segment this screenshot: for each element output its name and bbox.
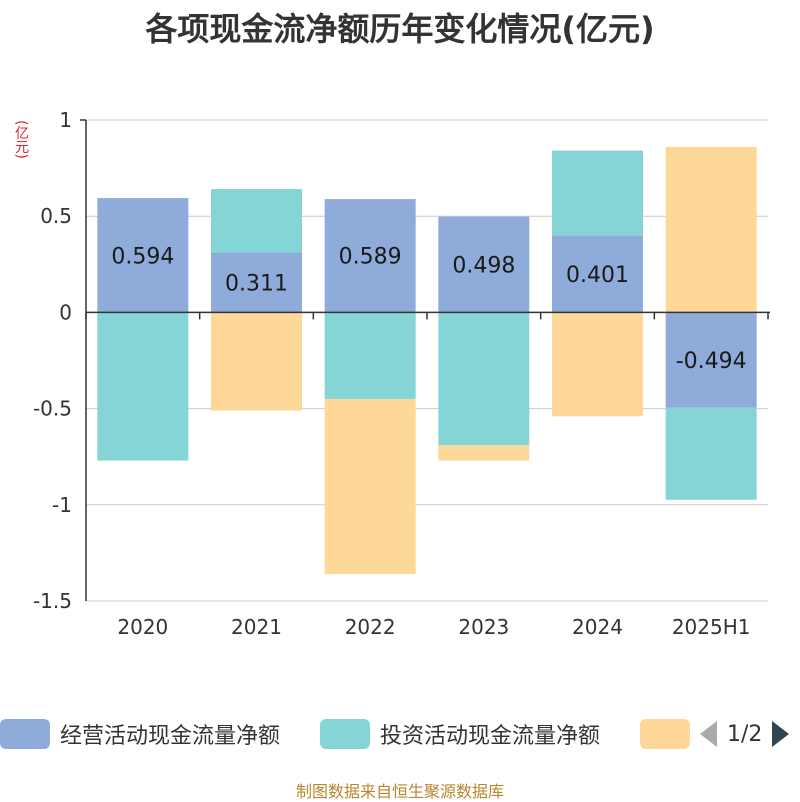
bar xyxy=(552,312,643,417)
bar xyxy=(438,216,530,313)
legend-label-investing: 投资活动现金流量净额 xyxy=(380,724,601,749)
bar xyxy=(97,312,189,461)
legend-swatch-investing xyxy=(320,719,370,749)
bar xyxy=(665,312,757,408)
y-tick-label: 0.5 xyxy=(40,204,72,228)
bar-value-label: 0.498 xyxy=(452,253,515,278)
bar xyxy=(324,199,416,313)
bar-value-label: 0.594 xyxy=(111,244,174,269)
bar xyxy=(665,146,757,313)
x-tick-label: 2023 xyxy=(458,615,509,639)
bar-value-label: 0.401 xyxy=(566,263,629,288)
bar xyxy=(211,252,302,313)
x-tick-label: 2021 xyxy=(231,615,282,639)
legend-item-financing[interactable] xyxy=(640,716,690,752)
y-tick-label: -1.5 xyxy=(33,589,72,613)
legend-page-indicator: 1/2 xyxy=(727,721,763,747)
x-tick-label: 2024 xyxy=(572,615,623,639)
y-tick-label: -1 xyxy=(52,493,72,517)
legend-next-icon[interactable] xyxy=(772,721,790,747)
bar xyxy=(438,312,530,446)
legend-item-investing[interactable]: 投资活动现金流量净额 xyxy=(320,716,600,752)
bar-value-label: 0.311 xyxy=(225,271,288,296)
y-tick-label: 0 xyxy=(59,300,72,324)
legend-pager: 1/2 xyxy=(700,716,790,752)
source-note: 制图数据来自恒生聚源数据库 xyxy=(295,782,504,801)
bar xyxy=(552,150,643,236)
x-tick-label: 2025H1 xyxy=(672,615,751,639)
legend: 经营活动现金流量净额 投资活动现金流量净额 1/2 xyxy=(0,716,800,752)
bar xyxy=(438,445,530,461)
x-tick-label: 2020 xyxy=(117,615,168,639)
bar xyxy=(97,198,189,313)
legend-item-operating[interactable]: 经营活动现金流量净额 xyxy=(0,716,280,752)
bar xyxy=(324,398,416,575)
x-tick-label: 2022 xyxy=(345,615,396,639)
bar xyxy=(211,312,302,411)
bar xyxy=(211,189,302,253)
y-unit-label: (亿元) xyxy=(13,120,29,159)
y-tick-label: 1 xyxy=(59,108,72,132)
legend-prev-icon[interactable] xyxy=(700,721,717,747)
y-tick-label: -0.5 xyxy=(33,397,72,421)
chart-title: 各项现金流净额历年变化情况(亿元) xyxy=(145,10,655,48)
bar-value-label: -0.494 xyxy=(676,349,747,374)
legend-swatch-operating xyxy=(0,719,50,749)
legend-swatch-financing xyxy=(640,719,690,749)
bar xyxy=(665,407,757,500)
bar-value-label: 0.589 xyxy=(339,245,402,270)
bar xyxy=(324,312,416,399)
legend-label-operating: 经营活动现金流量净额 xyxy=(60,724,281,749)
bar xyxy=(552,235,643,313)
